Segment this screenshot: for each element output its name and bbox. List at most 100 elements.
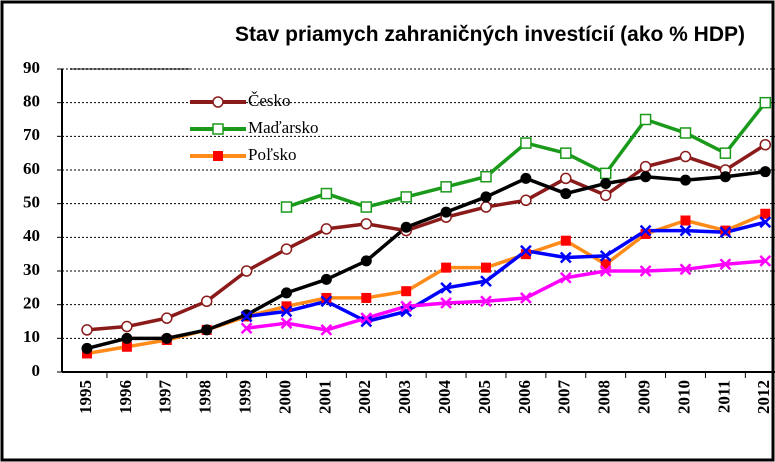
marker	[520, 249, 531, 260]
marker	[81, 342, 93, 354]
x-tick-label: 2001	[315, 380, 334, 414]
marker	[679, 263, 692, 276]
series-line	[285, 101, 767, 209]
x-tick-label: 2011	[714, 380, 733, 413]
y-tick-label: 80	[23, 92, 40, 111]
x-tick-label: 2004	[435, 380, 454, 415]
x-tick-label: 2002	[355, 380, 374, 414]
marker	[320, 295, 333, 308]
marker	[320, 324, 333, 336]
marker	[759, 255, 772, 267]
marker	[121, 332, 133, 344]
marker	[679, 127, 692, 139]
marker	[520, 137, 532, 149]
marker	[520, 194, 532, 207]
marker	[360, 255, 372, 267]
x-tick-label: 2012	[754, 380, 773, 414]
marker	[360, 201, 373, 213]
y-tick-label: 20	[23, 294, 40, 313]
x-tick-label: 2010	[674, 380, 693, 414]
series-line	[246, 259, 766, 332]
x-tick-label: 2003	[395, 380, 414, 414]
legend-label: Maďarsko	[248, 118, 318, 137]
marker	[599, 265, 612, 277]
marker	[559, 251, 572, 264]
legend-label: Poľsko	[248, 145, 296, 164]
x-tick-label: 2008	[595, 380, 614, 414]
marker	[599, 249, 612, 262]
marker	[440, 297, 452, 309]
y-tick-label: 60	[23, 159, 40, 178]
marker	[320, 273, 332, 285]
x-tick-label: 2007	[555, 380, 574, 415]
marker	[440, 206, 452, 218]
marker	[640, 228, 651, 239]
y-tick-label: 0	[32, 361, 41, 380]
marker	[560, 147, 572, 159]
marker	[520, 244, 532, 257]
marker	[440, 181, 452, 193]
marker	[361, 292, 372, 303]
marker	[560, 188, 572, 200]
marker	[719, 147, 732, 159]
marker	[320, 223, 333, 235]
marker	[360, 312, 373, 325]
marker	[719, 226, 732, 239]
marker	[280, 305, 293, 318]
marker	[719, 258, 732, 271]
marker	[281, 301, 292, 312]
x-tick-label: 2009	[635, 380, 654, 414]
marker	[480, 275, 492, 287]
marker	[280, 201, 293, 213]
marker	[759, 96, 772, 109]
marker	[360, 218, 373, 230]
marker	[560, 172, 572, 185]
x-tick-label: 2006	[515, 380, 534, 414]
legend-label: Česko	[248, 91, 291, 110]
chart-title: Stav priamych zahraničných investícií (a…	[234, 23, 745, 46]
series-line	[246, 220, 766, 324]
x-tick-label: 1996	[116, 380, 135, 414]
marker	[321, 292, 332, 303]
marker	[360, 315, 373, 328]
marker	[81, 324, 93, 336]
marker	[639, 160, 652, 173]
marker	[480, 170, 492, 183]
marker	[400, 221, 412, 233]
y-tick-label: 40	[23, 226, 40, 245]
marker	[680, 215, 691, 226]
x-tick-label: 2000	[275, 380, 294, 414]
x-tick-label: 1997	[156, 380, 175, 415]
marker	[520, 172, 532, 184]
marker	[213, 151, 223, 161]
marker	[639, 224, 652, 237]
marker	[760, 208, 771, 219]
marker	[481, 262, 491, 273]
marker	[560, 235, 571, 246]
y-tick-label: 90	[23, 58, 40, 77]
marker	[441, 262, 452, 273]
marker	[212, 96, 224, 108]
x-tick-label: 1999	[236, 380, 255, 414]
marker	[480, 295, 492, 308]
marker	[280, 317, 293, 330]
x-tick-label: 2005	[475, 380, 494, 414]
marker	[759, 216, 772, 229]
marker	[719, 171, 731, 183]
marker	[240, 265, 253, 277]
marker	[600, 259, 611, 270]
marker	[121, 341, 132, 352]
marker	[679, 224, 692, 237]
marker	[480, 201, 492, 213]
marker	[559, 271, 572, 284]
marker	[400, 191, 412, 203]
marker	[401, 286, 412, 297]
marker	[400, 300, 413, 313]
x-tick-label: 1995	[76, 380, 95, 414]
y-tick-label: 10	[23, 327, 40, 346]
marker	[280, 243, 293, 255]
marker	[679, 150, 692, 163]
marker	[161, 332, 173, 344]
marker	[320, 187, 333, 200]
